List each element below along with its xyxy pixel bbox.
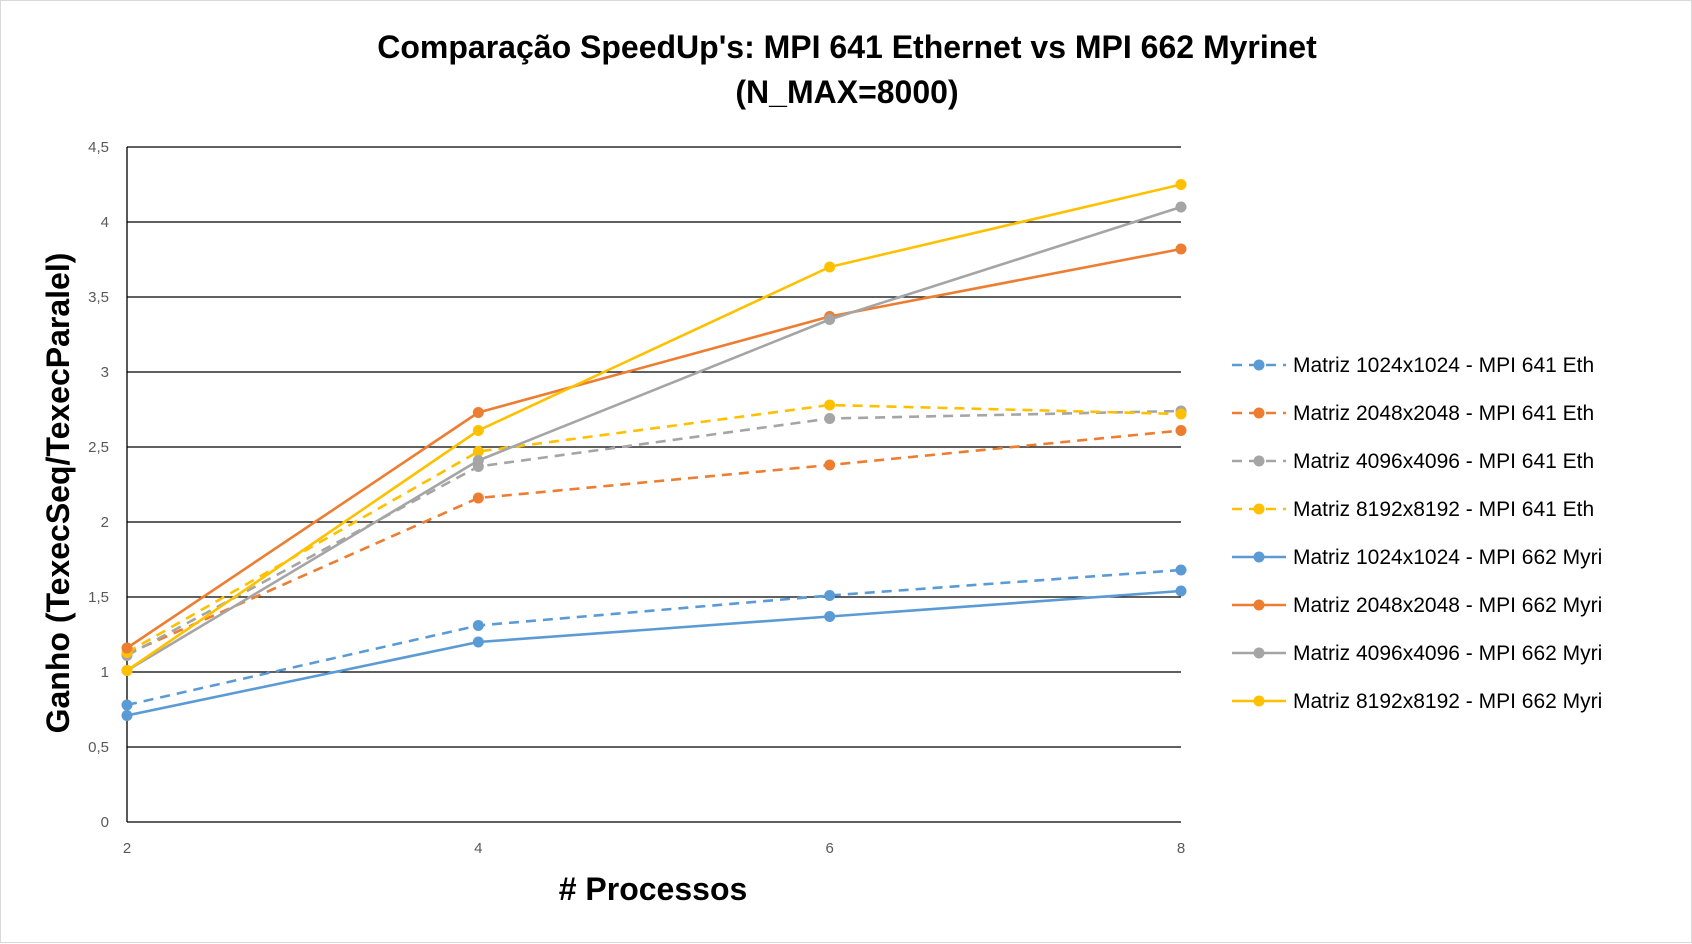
x-tick-label: 4 <box>474 840 482 857</box>
data-point <box>472 492 484 504</box>
data-point <box>121 642 133 654</box>
y-tick-label: 3,5 <box>88 289 109 306</box>
x-tick-label: 8 <box>1177 840 1185 857</box>
legend-swatch-marker <box>1253 647 1265 659</box>
legend-label: Matriz 2048x2048 - MPI 641 Eth <box>1293 402 1594 425</box>
legend-swatch-marker <box>1253 407 1265 419</box>
legend-item: Matriz 2048x2048 - MPI 641 Eth <box>1232 402 1594 425</box>
data-point <box>1175 425 1187 436</box>
data-point <box>472 455 484 466</box>
y-tick-label: 4,5 <box>88 139 109 156</box>
chart-subtitle: (N_MAX=8000) <box>735 74 958 110</box>
series-group <box>121 585 1187 721</box>
series-line <box>126 568 1182 707</box>
series-group <box>121 425 1187 660</box>
data-point <box>1175 201 1187 213</box>
legend-label: Matriz 8192x8192 - MPI 641 Eth <box>1293 498 1594 521</box>
data-point <box>1175 408 1187 420</box>
data-point <box>1175 585 1187 597</box>
data-point <box>121 710 133 721</box>
series-line <box>126 183 1182 672</box>
data-point <box>472 446 484 457</box>
series-line <box>126 247 1182 650</box>
y-tick-label: 1 <box>101 664 109 681</box>
series-group <box>121 243 1187 654</box>
x-tick-label: 2 <box>123 840 131 857</box>
legend-swatch-marker <box>1253 599 1265 611</box>
series-line <box>126 403 1182 654</box>
data-point <box>121 699 133 711</box>
data-point <box>824 413 836 424</box>
legend: Matriz 1024x1024 - MPI 641 Eth Matriz 204… <box>1232 354 1602 713</box>
legend-item: Matriz 1024x1024 - MPI 641 Eth <box>1232 354 1594 377</box>
legend-label: Matriz 4096x4096 - MPI 641 Eth <box>1293 450 1594 473</box>
gridlines <box>127 146 1181 748</box>
data-point <box>1175 243 1187 255</box>
legend-swatch-marker <box>1253 455 1265 467</box>
series-group <box>121 201 1187 676</box>
legend-swatch-marker <box>1253 359 1265 371</box>
data-point <box>1175 564 1187 576</box>
legend-label: Matriz 1024x1024 - MPI 662 Myri <box>1293 546 1602 569</box>
data-point <box>472 407 484 418</box>
y-tick-label: 0 <box>101 814 109 831</box>
series-line <box>126 205 1182 672</box>
series-group <box>121 564 1187 711</box>
series-line <box>126 409 1182 657</box>
series-group <box>121 399 1187 658</box>
series-group <box>121 179 1187 676</box>
y-tick-label: 4 <box>101 214 109 231</box>
data-point <box>824 459 836 471</box>
series-line <box>126 589 1182 717</box>
data-point <box>1175 179 1187 190</box>
legend-label: Matriz 8192x8192 - MPI 662 Myri <box>1293 690 1602 713</box>
legend-label: Matriz 1024x1024 - MPI 641 Eth <box>1293 354 1594 377</box>
legend-item: Matriz 4096x4096 - MPI 662 Myri <box>1232 642 1602 665</box>
legend-item: Matriz 8192x8192 - MPI 641 Eth <box>1232 498 1594 521</box>
legend-label: Matriz 4096x4096 - MPI 662 Myri <box>1293 642 1602 665</box>
data-point <box>472 636 484 648</box>
legend-swatch-marker <box>1253 503 1265 515</box>
y-tick-label: 0,5 <box>88 739 109 756</box>
legend-swatch-marker <box>1253 551 1265 563</box>
chart-title: Comparação SpeedUp's: MPI 641 Ethernet v… <box>377 29 1317 65</box>
y-tick-label: 2 <box>101 514 109 531</box>
series-lines <box>121 179 1187 721</box>
legend-item: Matriz 8192x8192 - MPI 662 Myri <box>1232 690 1602 713</box>
data-point <box>824 611 836 622</box>
data-point <box>824 261 836 273</box>
axes: 0 0,5 1 1,5 2 2,5 3 3,5 4 4,5 2 4 6 8 <box>88 139 1185 857</box>
legend-item: Matriz 4096x4096 - MPI 641 Eth <box>1232 450 1594 473</box>
legend-item: Matriz 1024x1024 - MPI 662 Myri <box>1232 546 1602 569</box>
y-tick-label: 3 <box>101 364 109 381</box>
y-tick-label: 1,5 <box>88 589 109 606</box>
legend-label: Matriz 2048x2048 - MPI 662 Myri <box>1293 594 1602 617</box>
data-point <box>824 314 836 325</box>
y-axis-title: Ganho (TexecSeq/TexecParalel) <box>40 253 76 734</box>
x-axis-title: # Processos <box>559 871 748 907</box>
series-group <box>121 405 1187 661</box>
data-point <box>121 665 133 676</box>
data-point <box>824 399 836 411</box>
y-tick-label: 2,5 <box>88 439 109 456</box>
x-tick-label: 6 <box>825 840 833 857</box>
legend-item: Matriz 2048x2048 - MPI 662 Myri <box>1232 594 1602 617</box>
data-point <box>472 425 484 436</box>
series-line <box>126 429 1182 656</box>
legend-swatch-marker <box>1253 695 1265 707</box>
data-point <box>472 620 484 631</box>
data-point <box>824 590 836 601</box>
